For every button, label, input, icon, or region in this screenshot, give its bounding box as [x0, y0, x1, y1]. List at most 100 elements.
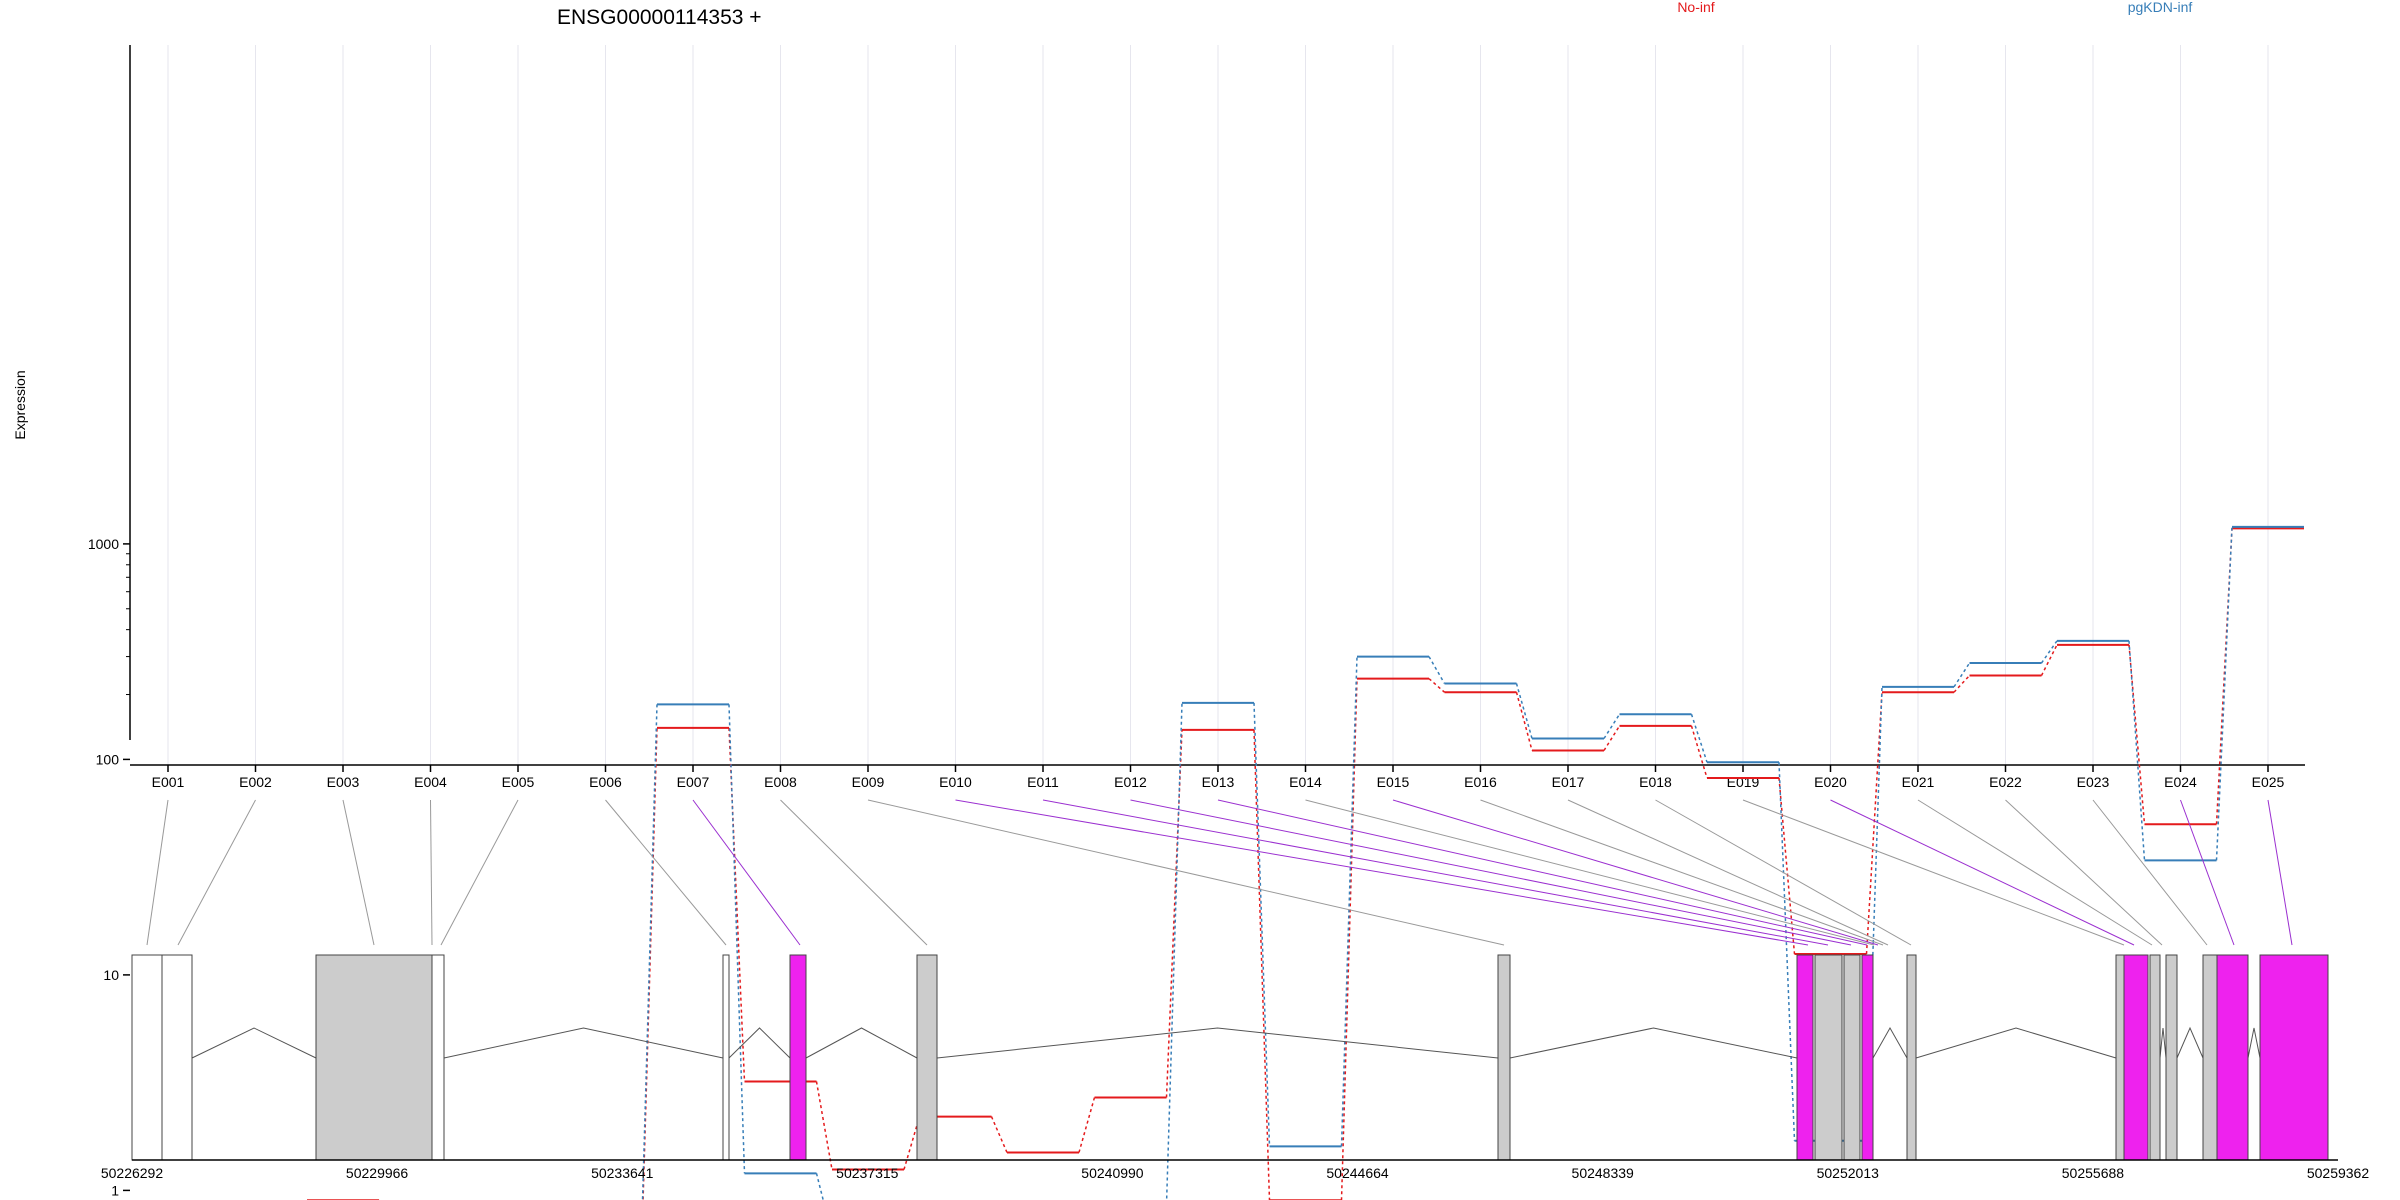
- data-step-connector: [2040, 644, 2058, 676]
- exon-connector: [430, 799, 433, 946]
- exon-connector: [1567, 799, 1889, 946]
- data-step-connector: [2040, 640, 2058, 664]
- y-tick-label: 10: [103, 967, 119, 983]
- data-step-connector: [1690, 725, 1708, 779]
- y-tick-label: 1: [111, 1182, 119, 1198]
- x-tick-label: E013: [1202, 774, 1235, 790]
- intron-line: [805, 1027, 918, 1059]
- intron-line: [1509, 1027, 1798, 1059]
- intron-line: [936, 1027, 1499, 1059]
- data-step-connector: [2128, 640, 2146, 861]
- x-tick-label: E005: [502, 774, 535, 790]
- data-step-connector: [728, 727, 746, 1082]
- data-step-connector: [1165, 729, 1183, 1098]
- data-step-connector: [1165, 702, 1183, 1200]
- exon-connector: [2267, 799, 2293, 946]
- exon-box: [916, 954, 938, 1161]
- genomic-tick-label: 50244664: [1326, 1165, 1389, 1181]
- y-tick-label: 100: [96, 751, 120, 767]
- exon-connector: [1130, 799, 1852, 946]
- data-step-connector: [1865, 692, 1883, 955]
- genomic-tick-label: 50240990: [1081, 1165, 1144, 1181]
- exon-connector: [1655, 799, 1912, 946]
- intron-line: [1872, 1026, 1908, 1059]
- x-tick-label: E011: [1027, 774, 1059, 790]
- exon-box: [1814, 954, 1843, 1161]
- exon-connector: [440, 799, 519, 946]
- data-step-connector: [815, 1173, 824, 1200]
- exon-box: [1843, 954, 1861, 1161]
- x-gridlines: [167, 45, 2269, 765]
- exon-connector: [1217, 799, 1868, 946]
- gene-model-track: [131, 954, 2329, 1161]
- exon-box: [131, 954, 163, 1161]
- exon-connector: [1042, 799, 1829, 946]
- x-tick-label: E001: [152, 774, 185, 790]
- x-tick-label: E019: [1727, 774, 1760, 790]
- x-tick-label: E004: [414, 774, 447, 790]
- intron-line: [2247, 1027, 2261, 1059]
- exon-box: [2115, 954, 2125, 1161]
- exon-box: [161, 954, 193, 1161]
- data-step-connector: [1340, 656, 1358, 1147]
- data-step-connector: [641, 704, 658, 1200]
- series-no-inf: [307, 527, 2304, 1200]
- exon-connector: [2180, 799, 2235, 946]
- legend: No-inf pgKDN-inf: [1677, 0, 2192, 15]
- data-step-connector: [1690, 714, 1708, 763]
- series-pgkdn-inf: [641, 525, 2304, 1200]
- exon-box: [789, 954, 807, 1161]
- data-step-connector: [1428, 656, 1446, 684]
- genomic-tick-label: 50252013: [1817, 1165, 1880, 1181]
- exon-connector: [146, 799, 169, 946]
- data-step-connector: [2215, 528, 2233, 825]
- exon-box: [722, 954, 730, 1161]
- x-tick-label: E003: [327, 774, 360, 790]
- exon-connector: [780, 799, 928, 946]
- x-tick-label: E016: [1464, 774, 1497, 790]
- data-step-connector: [1253, 729, 1271, 1200]
- y-tick-label: 1000: [88, 536, 119, 552]
- exon-connector: [1830, 799, 2135, 946]
- x-tick-label: E007: [677, 774, 710, 790]
- exon-box: [2149, 954, 2161, 1161]
- data-step-connector: [1340, 678, 1358, 1200]
- data-step-connector: [1253, 702, 1271, 1147]
- data-step-connector: [1515, 692, 1533, 751]
- data-step-connector: [1603, 725, 1621, 751]
- y-axis-label: Expression: [12, 370, 28, 439]
- intron-line: [1915, 1027, 2117, 1059]
- x-tick-label: E008: [764, 774, 797, 790]
- exon-connector: [1917, 799, 2153, 946]
- exon-connectors: [146, 799, 2293, 946]
- exon-box: [2123, 954, 2149, 1161]
- genomic-tick-label: 50255688: [2062, 1165, 2125, 1181]
- exon-box: [1861, 954, 1874, 1161]
- x-tick-label: E015: [1377, 774, 1410, 790]
- exon-box: [1796, 954, 1814, 1161]
- x-tick-label: E017: [1552, 774, 1585, 790]
- genomic-tick-label: 50259362: [2307, 1165, 2370, 1181]
- genomic-tick-label: 50233641: [591, 1165, 654, 1181]
- intron-line: [2176, 1026, 2204, 1059]
- genomic-coordinate-axis: 50226292 50229966 50233641 50237315 50240990…: [101, 1159, 2370, 1181]
- exon-box: [2165, 954, 2178, 1161]
- exon-connector: [2005, 799, 2163, 946]
- intron-line: [2159, 1027, 2167, 1059]
- exon-box: [431, 954, 445, 1161]
- data-step-connector: [2215, 526, 2233, 861]
- data-step-connector: [2128, 644, 2146, 825]
- data-step-connector: [1603, 713, 1621, 739]
- x-tick-label: E014: [1289, 774, 1322, 790]
- exon-box: [315, 954, 433, 1161]
- data-step-connector: [1428, 678, 1445, 693]
- exon-box: [1906, 954, 1917, 1161]
- genomic-tick-label: 50248339: [1572, 1165, 1635, 1181]
- exon-connector: [342, 799, 375, 946]
- x-tick-label: E023: [2077, 774, 2110, 790]
- data-step-connector: [1515, 683, 1533, 739]
- data-step-connector: [990, 1116, 1008, 1153]
- intron-line: [191, 1027, 317, 1059]
- exon-connector: [1480, 799, 1884, 946]
